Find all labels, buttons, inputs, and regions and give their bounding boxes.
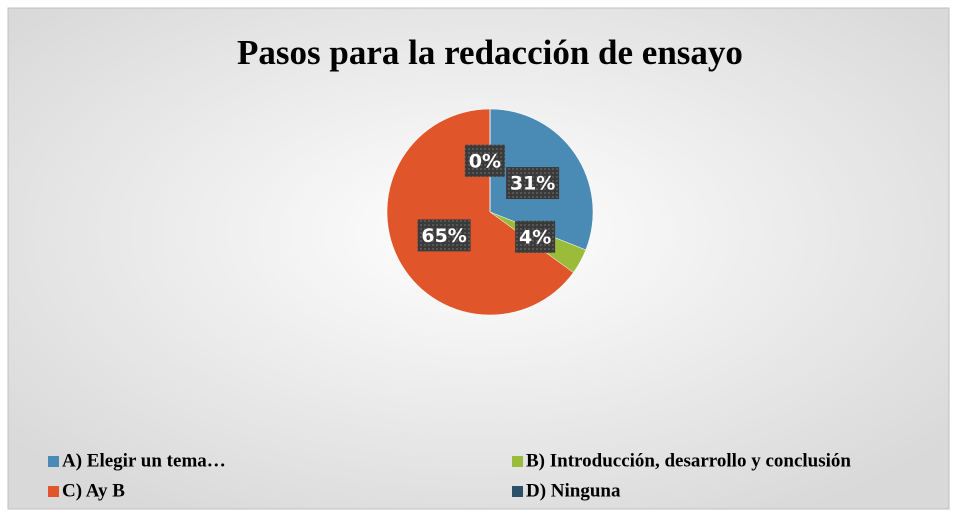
- data-label-box: [515, 220, 556, 253]
- pie-slice: [386, 108, 574, 316]
- legend-label: D) Ninguna: [526, 480, 621, 501]
- data-label-box: [506, 167, 560, 200]
- legend-swatch: [512, 456, 523, 467]
- data-label: 4%: [519, 226, 551, 248]
- legend-swatch: [48, 486, 59, 497]
- data-label: 31%: [510, 173, 555, 195]
- legend-label: A) Elegir un tema…: [62, 450, 226, 471]
- legend-label: B) Introducción, desarrollo y conclusión: [526, 450, 851, 471]
- data-label: 0%: [469, 150, 501, 172]
- legend-swatch: [48, 456, 59, 467]
- data-label: 65%: [421, 225, 466, 247]
- chart-title: Pasos para la redacción de ensayo: [237, 33, 743, 72]
- legend-label: C) Ay B: [62, 480, 125, 501]
- legend-swatch: [512, 486, 523, 497]
- data-label-box: [417, 219, 471, 252]
- data-label-box: [464, 144, 505, 177]
